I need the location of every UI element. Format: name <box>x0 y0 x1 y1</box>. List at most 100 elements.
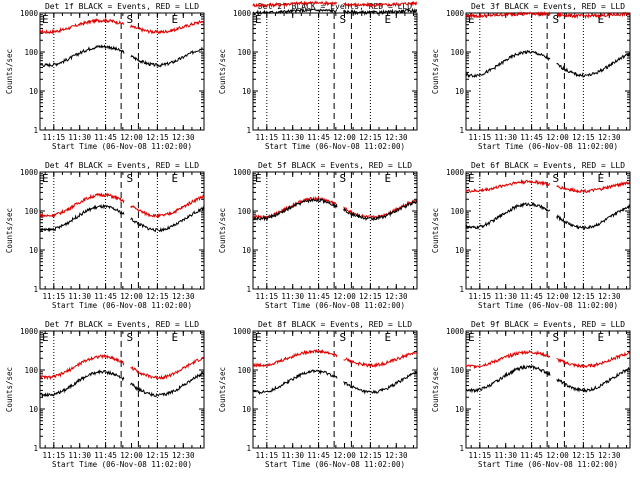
x-ticks: 11:15 11:30 11:45 12:00 12:15 12:30 <box>256 13 415 142</box>
x-tick-label: 11:15 <box>43 292 66 301</box>
y-tick-label: 10 <box>29 246 39 255</box>
plot-frame <box>465 330 631 449</box>
x-tick-label: 11:30 <box>68 133 91 142</box>
y-tick-label: 100 <box>24 48 38 57</box>
lld-series-line <box>252 348 417 368</box>
x-axis-label: Start Time (06-Nov-08 11:02:00) <box>478 142 618 151</box>
x-ticks: 11:15 11:30 11:45 12:00 12:15 12:30 <box>256 331 415 460</box>
x-tick-label: 11:45 <box>520 133 543 142</box>
lld-series-line <box>39 192 205 219</box>
x-tick-label: 11:15 <box>256 292 279 301</box>
x-tick-label: 12:00 <box>546 451 569 460</box>
plot-frame <box>252 330 418 449</box>
y-tick-label: 1000 <box>233 168 252 177</box>
y-axis-label: Counts/sec <box>218 49 227 94</box>
event-marker-E: E <box>597 172 604 185</box>
x-tick-label: 12:00 <box>546 133 569 142</box>
event-marker-E: E <box>597 13 604 26</box>
y-tick-label: 1 <box>246 126 251 135</box>
event-marker-E: E <box>468 331 475 344</box>
y-tick-label: 1 <box>459 444 464 453</box>
events-series-line <box>465 202 631 231</box>
chart-panel-1: Det 1f BLACK = Events, RED = LLD 1 10 100 10… <box>5 2 205 151</box>
plot-frame <box>39 171 205 290</box>
y-axis-label: Counts/sec <box>5 208 14 253</box>
x-tick-label: 11:30 <box>68 451 91 460</box>
y-tick-label: 1 <box>33 285 38 294</box>
x-tick-label: 11:30 <box>281 133 304 142</box>
chart-panel-6: Det 6f BLACK = Events, RED = LLD 1 10 100 10… <box>431 161 631 310</box>
events-series-line <box>465 49 631 78</box>
chart-title: Det 4f BLACK = Events, RED = LLD <box>45 161 199 170</box>
event-marker-E: E <box>255 13 262 26</box>
y-tick-label: 1 <box>33 444 38 453</box>
y-tick-label: 10 <box>29 87 39 96</box>
y-tick-label: 100 <box>237 207 251 216</box>
chart-title: Det 2f BLACK = Events, RED = LLD <box>258 2 412 11</box>
x-tick-label: 12:00 <box>333 292 356 301</box>
lld-series-line <box>465 178 631 195</box>
x-tick-label: 12:15 <box>146 292 169 301</box>
chart-title: Det 6f BLACK = Events, RED = LLD <box>471 161 625 170</box>
y-tick-label: 1000 <box>20 9 39 18</box>
x-axis-label: Start Time (06-Nov-08 11:02:00) <box>478 301 618 310</box>
x-tick-label: 11:15 <box>256 133 279 142</box>
chart-panel-3: Det 3f BLACK = Events, RED = LLD 1 10 100 10… <box>431 2 631 151</box>
chart-panel-7: Det 7f BLACK = Events, RED = LLD 1 10 100 10… <box>5 320 205 469</box>
y-tick-label: 100 <box>237 366 251 375</box>
y-tick-label: 100 <box>237 48 251 57</box>
y-tick-label: 1000 <box>446 9 465 18</box>
event-marker-S: S <box>126 13 133 26</box>
event-marker-S: S <box>552 172 559 185</box>
x-tick-label: 12:15 <box>359 292 382 301</box>
y-tick-label: 100 <box>24 366 38 375</box>
y-tick-label: 100 <box>450 207 464 216</box>
lld-series-line <box>465 349 631 370</box>
event-marker-E: E <box>255 172 262 185</box>
y-tick-label: 100 <box>450 366 464 375</box>
x-axis-label: Start Time (06-Nov-08 11:02:00) <box>52 301 192 310</box>
x-tick-label: 11:30 <box>494 133 517 142</box>
events-series-line <box>39 203 205 233</box>
x-tick-label: 12:30 <box>172 133 195 142</box>
y-ticks: 1 10 100 1000 <box>446 327 630 453</box>
x-tick-label: 11:15 <box>256 451 279 460</box>
chart-title: Det 5f BLACK = Events, RED = LLD <box>258 161 412 170</box>
x-axis-label: Start Time (06-Nov-08 11:02:00) <box>52 460 192 469</box>
events-series-line <box>39 369 205 399</box>
events-series-line <box>252 7 418 17</box>
x-ticks: 11:15 11:30 11:45 12:00 12:15 12:30 <box>256 172 415 301</box>
chart-title: Det 8f BLACK = Events, RED = LLD <box>258 320 412 329</box>
y-ticks: 1 10 100 1000 <box>233 168 417 294</box>
event-marker-E: E <box>384 13 391 26</box>
x-tick-label: 12:15 <box>359 451 382 460</box>
x-tick-label: 12:00 <box>120 133 143 142</box>
event-marker-E: E <box>42 13 49 26</box>
plot-frame <box>252 171 418 290</box>
x-tick-label: 11:45 <box>520 451 543 460</box>
y-ticks: 1 10 100 1000 <box>446 9 630 135</box>
y-ticks: 1 10 100 1000 <box>20 327 204 453</box>
x-tick-label: 12:30 <box>598 133 621 142</box>
x-tick-label: 12:30 <box>598 292 621 301</box>
y-tick-label: 1 <box>459 126 464 135</box>
y-axis-label: Counts/sec <box>431 367 440 412</box>
event-marker-S: S <box>126 331 133 344</box>
event-marker-E: E <box>42 172 49 185</box>
event-marker-E: E <box>384 331 391 344</box>
x-tick-label: 12:00 <box>120 292 143 301</box>
x-tick-label: 12:00 <box>546 292 569 301</box>
x-tick-label: 12:00 <box>120 451 143 460</box>
y-tick-label: 1 <box>246 444 251 453</box>
x-axis-label: Start Time (06-Nov-08 11:02:00) <box>478 460 618 469</box>
x-axis-label: Start Time (06-Nov-08 11:02:00) <box>265 301 405 310</box>
x-ticks: 11:15 11:30 11:45 12:00 12:15 12:30 <box>469 172 628 301</box>
y-axis-label: Counts/sec <box>431 208 440 253</box>
x-tick-label: 12:00 <box>333 133 356 142</box>
event-marker-E: E <box>255 331 262 344</box>
plot-frame <box>465 12 631 131</box>
events-series-line <box>465 364 631 394</box>
event-marker-S: S <box>339 13 346 26</box>
event-marker-E: E <box>597 331 604 344</box>
